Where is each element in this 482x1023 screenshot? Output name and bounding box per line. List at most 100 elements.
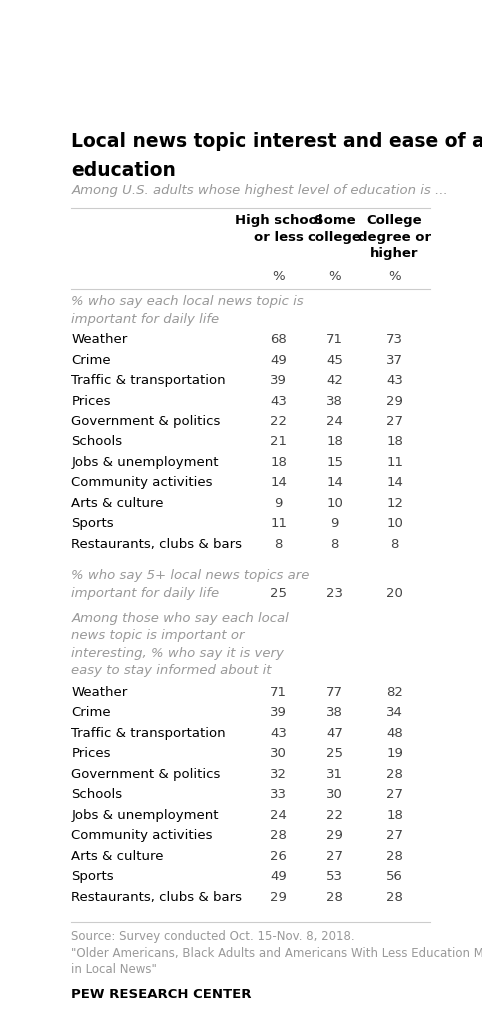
Text: 32: 32: [270, 768, 287, 781]
Text: 9: 9: [331, 518, 339, 530]
Text: 18: 18: [270, 456, 287, 469]
Text: %: %: [329, 270, 341, 283]
Text: Schools: Schools: [71, 789, 122, 801]
Text: higher: higher: [370, 248, 419, 260]
Text: 10: 10: [326, 497, 343, 509]
Text: 38: 38: [326, 707, 343, 719]
Text: interesting, % who say it is very: interesting, % who say it is very: [71, 647, 284, 660]
Text: 43: 43: [386, 374, 403, 387]
Text: 33: 33: [270, 789, 287, 801]
Text: %: %: [272, 270, 285, 283]
Text: 27: 27: [326, 850, 343, 862]
Text: 14: 14: [386, 477, 403, 489]
Text: 30: 30: [270, 748, 287, 760]
Text: college: college: [308, 230, 362, 243]
Text: Some: Some: [314, 214, 356, 227]
Text: 27: 27: [386, 789, 403, 801]
Text: Jobs & unemployment: Jobs & unemployment: [71, 809, 219, 821]
Text: 43: 43: [270, 727, 287, 740]
Text: 34: 34: [386, 707, 403, 719]
Text: 71: 71: [270, 686, 287, 699]
Text: 30: 30: [326, 789, 343, 801]
Text: Crime: Crime: [71, 707, 111, 719]
Text: important for daily life: important for daily life: [71, 587, 220, 599]
Text: Prices: Prices: [71, 395, 111, 407]
Text: 42: 42: [326, 374, 343, 387]
Text: 53: 53: [326, 871, 343, 883]
Text: Prices: Prices: [71, 748, 111, 760]
Text: 56: 56: [386, 871, 403, 883]
Text: 71: 71: [326, 333, 343, 346]
Text: or less: or less: [254, 230, 304, 243]
Text: Restaurants, clubs & bars: Restaurants, clubs & bars: [71, 891, 242, 903]
Text: 28: 28: [386, 768, 403, 781]
Text: 9: 9: [275, 497, 283, 509]
Text: 27: 27: [386, 415, 403, 428]
Text: Community activities: Community activities: [71, 477, 213, 489]
Text: 29: 29: [326, 830, 343, 842]
Text: 77: 77: [326, 686, 343, 699]
Text: Sports: Sports: [71, 871, 114, 883]
Text: 11: 11: [270, 518, 287, 530]
Text: Government & politics: Government & politics: [71, 415, 221, 428]
Text: Weather: Weather: [71, 333, 128, 346]
Text: 10: 10: [386, 518, 403, 530]
Text: 26: 26: [270, 850, 287, 862]
Text: 24: 24: [326, 415, 343, 428]
Text: degree or: degree or: [358, 230, 431, 243]
Text: Among those who say each local: Among those who say each local: [71, 612, 289, 625]
Text: Schools: Schools: [71, 436, 122, 448]
Text: 22: 22: [326, 809, 343, 821]
Text: 18: 18: [386, 809, 403, 821]
Text: in Local News": in Local News": [71, 964, 157, 976]
Text: 28: 28: [326, 891, 343, 903]
Text: 24: 24: [270, 809, 287, 821]
Text: 20: 20: [386, 587, 403, 599]
Text: important for daily life: important for daily life: [71, 313, 220, 325]
Text: Sports: Sports: [71, 518, 114, 530]
Text: Source: Survey conducted Oct. 15-Nov. 8, 2018.: Source: Survey conducted Oct. 15-Nov. 8,…: [71, 930, 355, 943]
Text: Traffic & transportation: Traffic & transportation: [71, 374, 226, 387]
Text: 27: 27: [386, 830, 403, 842]
Text: 73: 73: [386, 333, 403, 346]
Text: Government & politics: Government & politics: [71, 768, 221, 781]
Text: Arts & culture: Arts & culture: [71, 850, 164, 862]
Text: 47: 47: [326, 727, 343, 740]
Text: 14: 14: [270, 477, 287, 489]
Text: Community activities: Community activities: [71, 830, 213, 842]
Text: Restaurants, clubs & bars: Restaurants, clubs & bars: [71, 538, 242, 550]
Text: 48: 48: [386, 727, 403, 740]
Text: % who say each local news topic is: % who say each local news topic is: [71, 296, 304, 308]
Text: 8: 8: [331, 538, 339, 550]
Text: High school: High school: [235, 214, 322, 227]
Text: 25: 25: [326, 748, 343, 760]
Text: "Older Americans, Black Adults and Americans With Less Education More Interested: "Older Americans, Black Adults and Ameri…: [71, 946, 482, 960]
Text: 19: 19: [386, 748, 403, 760]
Text: Traffic & transportation: Traffic & transportation: [71, 727, 226, 740]
Text: 22: 22: [270, 415, 287, 428]
Text: 39: 39: [270, 707, 287, 719]
Text: 43: 43: [270, 395, 287, 407]
Text: 38: 38: [326, 395, 343, 407]
Text: 25: 25: [270, 587, 287, 599]
Text: Crime: Crime: [71, 354, 111, 366]
Text: %: %: [388, 270, 401, 283]
Text: 31: 31: [326, 768, 343, 781]
Text: 49: 49: [270, 354, 287, 366]
Text: 28: 28: [386, 891, 403, 903]
Text: PEW RESEARCH CENTER: PEW RESEARCH CENTER: [71, 987, 252, 1000]
Text: Weather: Weather: [71, 686, 128, 699]
Text: 82: 82: [386, 686, 403, 699]
Text: 28: 28: [386, 850, 403, 862]
Text: 37: 37: [386, 354, 403, 366]
Text: 49: 49: [270, 871, 287, 883]
Text: 68: 68: [270, 333, 287, 346]
Text: Arts & culture: Arts & culture: [71, 497, 164, 509]
Text: 8: 8: [390, 538, 399, 550]
Text: Local news topic interest and ease of access, by: Local news topic interest and ease of ac…: [71, 132, 482, 151]
Text: 11: 11: [386, 456, 403, 469]
Text: College: College: [367, 214, 422, 227]
Text: % who say 5+ local news topics are: % who say 5+ local news topics are: [71, 570, 310, 582]
Text: 18: 18: [326, 436, 343, 448]
Text: Among U.S. adults whose highest level of education is ...: Among U.S. adults whose highest level of…: [71, 184, 448, 197]
